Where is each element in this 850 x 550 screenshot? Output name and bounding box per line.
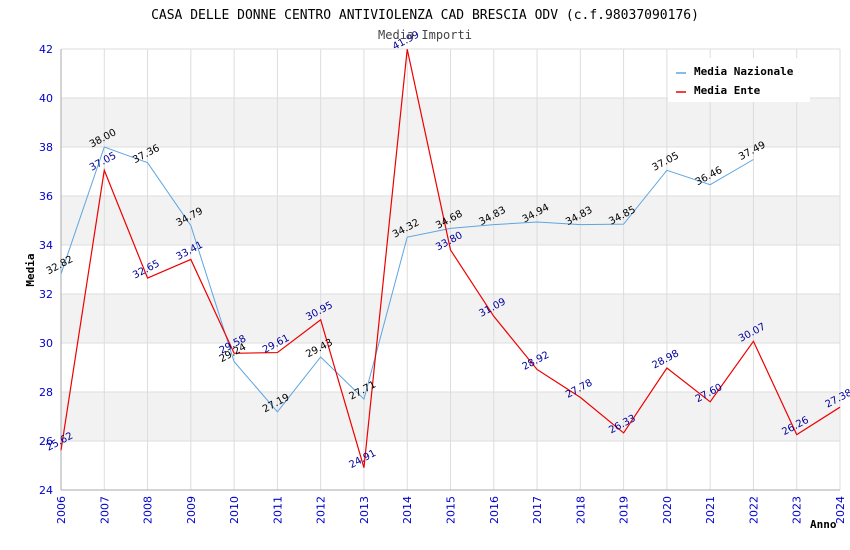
y-tick-label: 36 <box>39 190 53 203</box>
x-tick-label: 2023 <box>791 496 804 524</box>
x-tick-label: 2016 <box>488 496 501 524</box>
x-tick-label: 2013 <box>358 496 371 524</box>
data-label-media-ente: 28.92 <box>521 350 551 373</box>
y-tick-label: 32 <box>39 288 53 301</box>
y-tick-label: 38 <box>39 141 53 154</box>
x-tick-label: 2020 <box>661 496 674 524</box>
data-label-media-ente: 32.65 <box>131 258 161 281</box>
x-tick-label: 2008 <box>142 496 155 524</box>
chart-title: CASA DELLE DONNE CENTRO ANTIVIOLENZA CAD… <box>151 8 699 23</box>
data-label-media-ente: 37.05 <box>88 150 118 173</box>
x-tick-label: 2018 <box>574 496 587 524</box>
y-axis-label: Media <box>24 253 37 286</box>
series-line-media-nazionale <box>60 146 754 413</box>
y-tick-label: 40 <box>39 92 53 105</box>
data-label-media-ente: 25.62 <box>45 431 75 454</box>
y-tick-label: 34 <box>39 239 53 252</box>
x-tick-label: 2015 <box>445 496 458 524</box>
x-tick-label: 2022 <box>747 496 760 524</box>
axes: 24 26 28 30 32 34 36 38 40 42 2006 2007 2008 2009 2010… <box>39 43 847 524</box>
x-tick-label: 2011 <box>271 496 284 524</box>
legend-label-media-ente: Media Ente <box>694 84 761 97</box>
y-tick-label: 28 <box>39 386 53 399</box>
x-tick-label: 2014 <box>401 496 414 524</box>
series-line-media-ente <box>60 49 841 468</box>
x-tick-label: 2006 <box>55 496 68 524</box>
x-tick-label: 2017 <box>531 496 544 524</box>
data-label-media-ente: 28.98 <box>650 348 680 371</box>
series-lines <box>60 49 841 468</box>
x-tick-label: 2019 <box>618 496 631 524</box>
x-tick-label: 2021 <box>704 496 717 524</box>
y-tick-label: 42 <box>39 43 53 56</box>
x-tick-label: 2009 <box>185 496 198 524</box>
data-label-media-nazionale: 37.05 <box>650 150 680 173</box>
legend: Media Nazionale Media Ente <box>668 58 810 102</box>
y-tick-label: 26 <box>39 435 53 448</box>
legend-label-media-nazionale: Media Nazionale <box>694 65 794 78</box>
y-tick-label: 30 <box>39 337 53 350</box>
x-tick-label: 2010 <box>228 496 241 524</box>
data-label-media-nazionale: 32.82 <box>45 254 75 277</box>
y-tick-label: 24 <box>39 484 53 497</box>
data-label-media-ente: 24.91 <box>348 448 378 471</box>
x-axis-label: Anno <box>810 518 837 531</box>
x-tick-label: 2007 <box>98 496 111 524</box>
chart-subtitle: Media Importi <box>378 28 472 42</box>
x-tick-label: 2012 <box>315 496 328 524</box>
x-tick-label: 2024 <box>834 496 847 524</box>
legend-box <box>668 58 810 102</box>
